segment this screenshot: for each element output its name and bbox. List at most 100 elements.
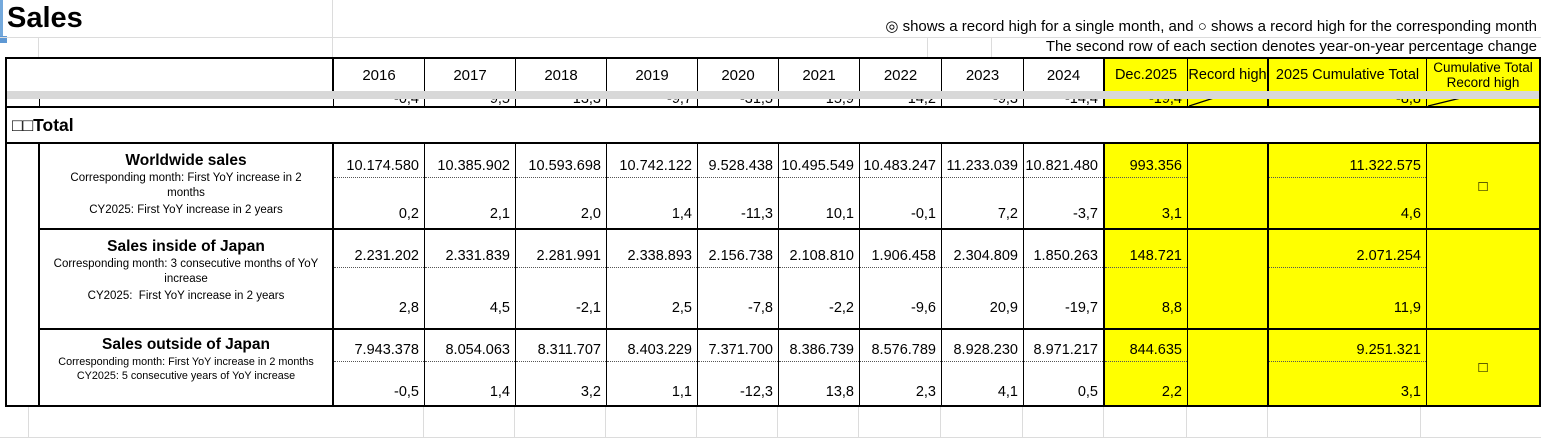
sales-value: 10.593.698 bbox=[528, 158, 601, 174]
partial-yoy-cell[interactable]: -9,7 bbox=[607, 99, 698, 108]
sales-value-cell[interactable]: 2.304.809 20,9 bbox=[942, 230, 1024, 330]
sales-value: 2.331.839 bbox=[445, 248, 510, 264]
sales-value-cell[interactable]: 8.311.707 3,2 bbox=[516, 330, 607, 405]
record-high-cell[interactable] bbox=[1188, 330, 1269, 405]
sales-value-cell[interactable]: 7.371.700 -12,3 bbox=[698, 330, 779, 405]
yoy-percentage: 2,5 bbox=[671, 300, 692, 316]
sales-value-cell[interactable]: 7.943.378 -0,5 bbox=[334, 330, 425, 405]
partial-cumulative-record-cell[interactable] bbox=[1427, 99, 1539, 108]
column-header-2025-cumulative-total[interactable]: 2025 Cumulative Total bbox=[1269, 59, 1427, 91]
partial-yoy-cell[interactable]: 15,9 bbox=[779, 99, 860, 108]
sales-value: 10.483.247 bbox=[863, 158, 936, 174]
column-header-year[interactable]: 2022 bbox=[860, 59, 942, 91]
section-header-total[interactable]: □□Total bbox=[7, 108, 1539, 144]
partial-cumulative-cell[interactable]: -8,8 bbox=[1269, 99, 1427, 108]
sales-value-cell[interactable]: 10.821.480 -3,7 bbox=[1024, 144, 1105, 230]
dec-2025-cell[interactable]: 844.635 2,2 bbox=[1105, 330, 1188, 405]
sales-value-cell[interactable]: 8.928.230 4,1 bbox=[942, 330, 1024, 405]
dec-2025-cell[interactable]: 993.356 3,1 bbox=[1105, 144, 1188, 230]
sales-value-cell[interactable]: 10.385.902 2,1 bbox=[425, 144, 516, 230]
partial-record-high-cell[interactable] bbox=[1188, 99, 1269, 108]
partial-yoy-cell[interactable]: 13,3 bbox=[516, 99, 607, 108]
column-header-year[interactable]: 2021 bbox=[779, 59, 860, 91]
cumulative-record-high-cell[interactable]: □ bbox=[1427, 144, 1539, 230]
yoy-percentage: -2,1 bbox=[576, 300, 601, 316]
gridline bbox=[514, 407, 515, 437]
row-note: CY2025: First YoY increase in 2 years bbox=[89, 204, 283, 217]
column-header-cumulative-total-record-high[interactable]: Cumulative Total Record high bbox=[1427, 59, 1539, 91]
sales-value-cell[interactable]: 2.156.738 -7,8 bbox=[698, 230, 779, 330]
partial-yoy-cell[interactable]: 14,2 bbox=[860, 99, 942, 108]
dec-2025-cell[interactable]: 148.721 8,8 bbox=[1105, 230, 1188, 330]
sales-value-cell[interactable]: 1.850.263 -19,7 bbox=[1024, 230, 1105, 330]
partial-yoy-cell[interactable]: -9,3 bbox=[942, 99, 1024, 108]
row-note: Corresponding month: 3 consecutive month… bbox=[53, 257, 319, 270]
row-label-sales-inside-japan[interactable]: Sales inside of Japan Corresponding mont… bbox=[40, 230, 334, 330]
column-header-record-high[interactable]: Record high bbox=[1188, 59, 1269, 91]
partial-dec-cell[interactable]: -19,4 bbox=[1105, 99, 1188, 108]
sales-value-cell[interactable]: 1.906.458 -9,6 bbox=[860, 230, 942, 330]
row-title: Sales inside of Japan bbox=[107, 238, 265, 255]
yoy-percentage: -7,8 bbox=[748, 300, 773, 316]
sales-value-cell[interactable]: 10.593.698 2,0 bbox=[516, 144, 607, 230]
indent-cell[interactable] bbox=[7, 230, 40, 330]
gridline bbox=[1420, 407, 1421, 437]
indent-cell[interactable] bbox=[7, 144, 40, 230]
header-blank-cell[interactable] bbox=[7, 59, 334, 91]
sales-value-cell[interactable]: 8.386.739 13,8 bbox=[779, 330, 860, 405]
column-header-year[interactable]: 2024 bbox=[1024, 59, 1105, 91]
record-high-cell[interactable] bbox=[1188, 144, 1269, 230]
column-header-year[interactable]: 2023 bbox=[942, 59, 1024, 91]
cumulative-total-cell[interactable]: 2.071.254 11,9 bbox=[1269, 230, 1427, 330]
row-note: CY2025: 5 consecutive years of YoY incre… bbox=[76, 369, 296, 382]
sales-value: 8.403.229 bbox=[627, 342, 692, 358]
sales-value: 9.528.438 bbox=[708, 158, 773, 174]
column-header-year[interactable]: 2019 bbox=[607, 59, 698, 91]
sales-value-cell[interactable]: 9.528.438 -11,3 bbox=[698, 144, 779, 230]
page-title[interactable]: Sales bbox=[7, 2, 83, 34]
sales-value-cell[interactable]: 8.054.063 1,4 bbox=[425, 330, 516, 405]
cell-selection-handle[interactable] bbox=[0, 36, 7, 43]
row-label-sales-outside-japan[interactable]: Sales outside of Japan Corresponding mon… bbox=[40, 330, 334, 405]
sales-value-cell[interactable]: 8.971.217 0,5 bbox=[1024, 330, 1105, 405]
partial-yoy-value: 15,9 bbox=[825, 99, 854, 107]
cumulative-total-cell[interactable]: 9.251.321 3,1 bbox=[1269, 330, 1427, 405]
row-note: Corresponding month: First YoY increase … bbox=[70, 171, 302, 184]
sales-value-cell[interactable]: 2.281.991 -2,1 bbox=[516, 230, 607, 330]
sales-value: 148.721 bbox=[1129, 248, 1182, 264]
column-header-year[interactable]: 2020 bbox=[698, 59, 779, 91]
column-header-dec-2025[interactable]: Dec.2025 bbox=[1105, 59, 1188, 91]
column-header-year[interactable]: 2016 bbox=[334, 59, 425, 91]
sales-value-cell[interactable]: 11.233.039 7,2 bbox=[942, 144, 1024, 230]
sales-value-cell[interactable]: 10.495.549 10,1 bbox=[779, 144, 860, 230]
record-high-cell[interactable] bbox=[1188, 230, 1269, 330]
column-header-year[interactable]: 2018 bbox=[516, 59, 607, 91]
cumulative-total-cell[interactable]: 11.322.575 4,6 bbox=[1269, 144, 1427, 230]
cumulative-record-high-cell[interactable] bbox=[1427, 230, 1539, 330]
yoy-percentage: 1,1 bbox=[671, 384, 692, 400]
sales-value-cell[interactable]: 2.331.839 4,5 bbox=[425, 230, 516, 330]
partial-yoy-cell[interactable]: 9,5 bbox=[425, 99, 516, 108]
partial-indent-cell[interactable] bbox=[7, 99, 40, 108]
partial-yoy-cell[interactable]: -0,4 bbox=[334, 99, 425, 108]
partial-yoy-cell[interactable]: -14,4 bbox=[1024, 99, 1105, 108]
partial-label-cell[interactable] bbox=[40, 99, 334, 108]
sales-value-cell[interactable]: 2.338.893 2,5 bbox=[607, 230, 698, 330]
sales-value-cell[interactable]: 2.108.810 -2,2 bbox=[779, 230, 860, 330]
indent-cell[interactable] bbox=[7, 330, 40, 405]
sales-value-cell[interactable]: 2.231.202 2,8 bbox=[334, 230, 425, 330]
yoy-percentage: 2,1 bbox=[489, 206, 510, 222]
partial-yoy-cell[interactable]: -31,5 bbox=[698, 99, 779, 108]
sales-value-cell[interactable]: 8.403.229 1,1 bbox=[607, 330, 698, 405]
yoy-percentage: 10,1 bbox=[825, 206, 854, 222]
sales-value: 8.971.217 bbox=[1033, 342, 1098, 358]
sales-value: 2.338.893 bbox=[627, 248, 692, 264]
sales-value-cell[interactable]: 10.742.122 1,4 bbox=[607, 144, 698, 230]
cumulative-record-high-cell[interactable]: □ bbox=[1427, 330, 1539, 405]
gridline bbox=[28, 407, 29, 437]
sales-value-cell[interactable]: 10.174.580 0,2 bbox=[334, 144, 425, 230]
row-label-worldwide-sales[interactable]: Worldwide sales Corresponding month: Fir… bbox=[40, 144, 334, 230]
sales-value-cell[interactable]: 10.483.247 -0,1 bbox=[860, 144, 942, 230]
column-header-year[interactable]: 2017 bbox=[425, 59, 516, 91]
sales-value-cell[interactable]: 8.576.789 2,3 bbox=[860, 330, 942, 405]
